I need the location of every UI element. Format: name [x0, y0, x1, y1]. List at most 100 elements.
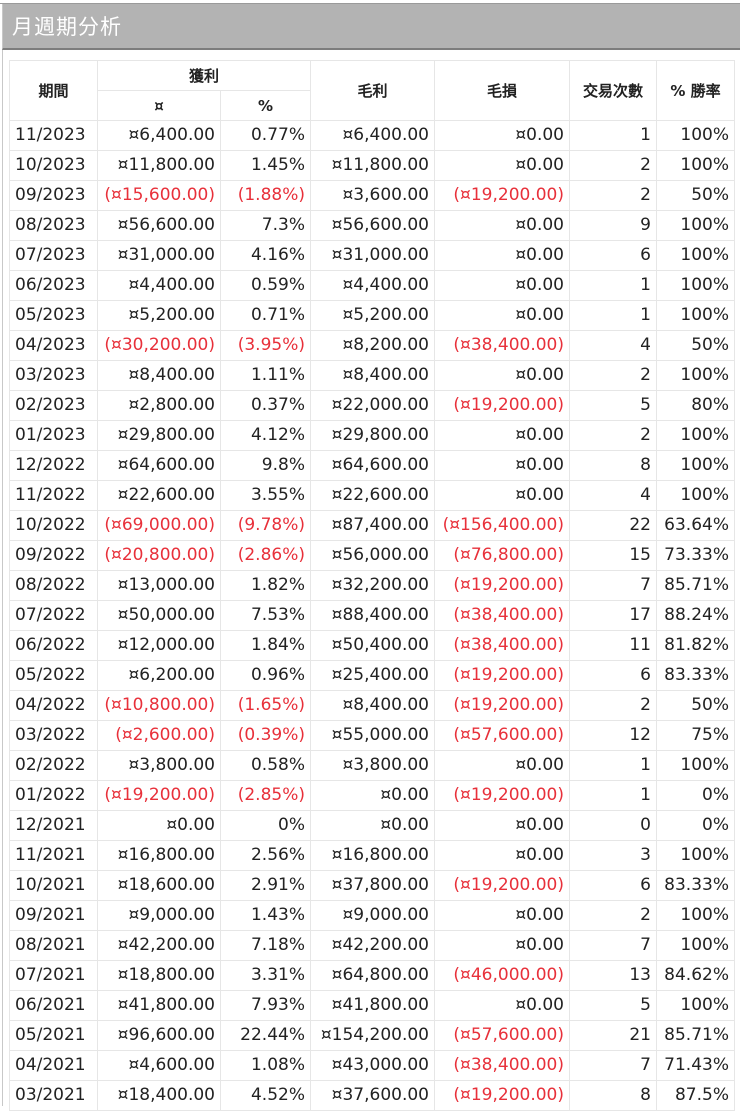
win-rate-cell: 100%	[656, 900, 735, 931]
period-cell: 09/2023	[9, 180, 98, 211]
table-row[interactable]: 02/2022 ¤3,800.00 0.58% ¤3,800.00 ¤0.00 1 100%	[9, 750, 735, 781]
table-row[interactable]: 06/2022 ¤12,000.00 1.84% ¤50,400.00 (¤38,400…	[9, 630, 735, 661]
gross-loss-cell: (¤57,600.00)	[434, 1020, 570, 1051]
trades-cell: 4	[569, 330, 657, 361]
table-row[interactable]: 07/2023 ¤31,000.00 4.16% ¤31,000.00 ¤0.00 6 10…	[9, 240, 735, 271]
table-row[interactable]: 03/2021 ¤18,400.00 4.52% ¤37,600.00 (¤19,200…	[9, 1080, 735, 1111]
table-row[interactable]: 11/2022 ¤22,600.00 3.55% ¤22,600.00 ¤0.00 4 10…	[9, 480, 735, 511]
header-trades[interactable]: 交易次數	[569, 60, 657, 121]
table-row[interactable]: 07/2022 ¤50,000.00 7.53% ¤88,400.00 (¤38,400…	[9, 600, 735, 631]
profit-cell: ¤6,400.00	[97, 120, 221, 151]
table-row[interactable]: 04/2023 (¤30,200.00) (3.95%) ¤8,200.00 (¤38,…	[9, 330, 735, 361]
gross-profit-cell: ¤41,800.00	[310, 990, 435, 1021]
profit-cell: ¤22,600.00	[97, 480, 221, 511]
gross-profit-cell: ¤5,200.00	[310, 300, 435, 331]
win-rate-cell: 100%	[656, 480, 735, 511]
period-cell: 10/2021	[9, 870, 98, 901]
trades-cell: 8	[569, 450, 657, 481]
period-cell: 11/2023	[9, 120, 98, 151]
gross-profit-cell: ¤87,400.00	[310, 510, 435, 541]
table-row[interactable]: 01/2022 (¤19,200.00) (2.85%) ¤0.00 (¤19,200.…	[9, 780, 735, 811]
profit-cell: ¤13,000.00	[97, 570, 221, 601]
win-rate-cell: 85.71%	[656, 1020, 735, 1051]
profit-cell: ¤31,000.00	[97, 240, 221, 271]
header-profit-percent[interactable]: %	[220, 90, 311, 121]
gross-profit-cell: ¤50,400.00	[310, 630, 435, 661]
table-row[interactable]: 07/2021 ¤18,800.00 3.31% ¤64,800.00 (¤46,000…	[9, 960, 735, 991]
table-row[interactable]: 02/2023 ¤2,800.00 0.37% ¤22,000.00 (¤19,200.…	[9, 390, 735, 421]
gross-profit-cell: ¤22,600.00	[310, 480, 435, 511]
table-row[interactable]: 03/2022 (¤2,600.00) (0.39%) ¤55,000.00 (¤57,…	[9, 720, 735, 751]
profit-cell: ¤16,800.00	[97, 840, 221, 871]
gross-loss-cell: (¤57,600.00)	[434, 720, 570, 751]
trades-cell: 0	[569, 810, 657, 841]
period-cell: 04/2022	[9, 690, 98, 721]
header-gross-profit[interactable]: 毛利	[310, 60, 435, 121]
period-cell: 06/2023	[9, 270, 98, 301]
gross-loss-cell: ¤0.00	[434, 150, 570, 181]
profit-percent-cell: 2.56%	[220, 840, 311, 871]
table-row[interactable]: 05/2021 ¤96,600.00 22.44% ¤154,200.00 (¤57,6…	[9, 1020, 735, 1051]
trades-cell: 2	[569, 180, 657, 211]
gross-loss-cell: (¤19,200.00)	[434, 1080, 570, 1111]
profit-cell: ¤18,400.00	[97, 1080, 221, 1111]
table-row[interactable]: 04/2022 (¤10,800.00) (1.65%) ¤8,400.00 (¤19,…	[9, 690, 735, 721]
gross-profit-cell: ¤22,000.00	[310, 390, 435, 421]
trades-cell: 6	[569, 870, 657, 901]
header-period[interactable]: 期間	[9, 60, 98, 121]
profit-cell: ¤18,600.00	[97, 870, 221, 901]
win-rate-cell: 100%	[656, 270, 735, 301]
trades-cell: 13	[569, 960, 657, 991]
table-row[interactable]: 08/2021 ¤42,200.00 7.18% ¤42,200.00 ¤0.00 7 10…	[9, 930, 735, 961]
profit-cell: ¤9,000.00	[97, 900, 221, 931]
table-row[interactable]: 08/2022 ¤13,000.00 1.82% ¤32,200.00 (¤19,200…	[9, 570, 735, 601]
table-row[interactable]: 10/2023 ¤11,800.00 1.45% ¤11,800.00 ¤0.00 2 10…	[9, 150, 735, 181]
table-row[interactable]: 03/2023 ¤8,400.00 1.11% ¤8,400.00 ¤0.00 2 100%	[9, 360, 735, 391]
table-row[interactable]: 11/2021 ¤16,800.00 2.56% ¤16,800.00 ¤0.00 3 10…	[9, 840, 735, 871]
header-win-rate[interactable]: % 勝率	[656, 60, 735, 121]
win-rate-cell: 88.24%	[656, 600, 735, 631]
win-rate-cell: 100%	[656, 120, 735, 151]
profit-cell: (¤15,600.00)	[97, 180, 221, 211]
gross-loss-cell: (¤38,400.00)	[434, 630, 570, 661]
gross-loss-cell: (¤38,400.00)	[434, 600, 570, 631]
gross-loss-cell: (¤38,400.00)	[434, 1050, 570, 1081]
profit-percent-cell: 3.31%	[220, 960, 311, 991]
table-row[interactable]: 08/2023 ¤56,600.00 7.3% ¤56,600.00 ¤0.00 9 100…	[9, 210, 735, 241]
win-rate-cell: 100%	[656, 300, 735, 331]
profit-cell: ¤4,600.00	[97, 1050, 221, 1081]
table-row[interactable]: 06/2023 ¤4,400.00 0.59% ¤4,400.00 ¤0.00 1 100%	[9, 270, 735, 301]
table-row[interactable]: 12/2022 ¤64,600.00 9.8% ¤64,600.00 ¤0.00 8 100…	[9, 450, 735, 481]
table-row[interactable]: 09/2021 ¤9,000.00 1.43% ¤9,000.00 ¤0.00 2 100%	[9, 900, 735, 931]
header-gross-loss[interactable]: 毛損	[434, 60, 570, 121]
table-row[interactable]: 10/2021 ¤18,600.00 2.91% ¤37,800.00 (¤19,200…	[9, 870, 735, 901]
table-row[interactable]: 09/2022 (¤20,800.00) (2.86%) ¤56,000.00 (¤76…	[9, 540, 735, 571]
table-row[interactable]: 05/2022 ¤6,200.00 0.96% ¤25,400.00 (¤19,200.…	[9, 660, 735, 691]
table-row[interactable]: 06/2021 ¤41,800.00 7.93% ¤41,800.00 ¤0.00 5 10…	[9, 990, 735, 1021]
profit-cell: ¤11,800.00	[97, 150, 221, 181]
gross-loss-cell: ¤0.00	[434, 450, 570, 481]
profit-cell: (¤30,200.00)	[97, 330, 221, 361]
gross-profit-cell: ¤8,400.00	[310, 690, 435, 721]
table-row[interactable]: 11/2023 ¤6,400.00 0.77% ¤6,400.00 ¤0.00 1 100%	[9, 120, 735, 151]
header-profit-currency[interactable]: ¤	[97, 90, 221, 121]
gross-profit-cell: ¤6,400.00	[310, 120, 435, 151]
gross-loss-cell: (¤19,200.00)	[434, 570, 570, 601]
period-cell: 02/2022	[9, 750, 98, 781]
profit-cell: (¤10,800.00)	[97, 690, 221, 721]
gross-loss-cell: (¤76,800.00)	[434, 540, 570, 571]
win-rate-cell: 50%	[656, 330, 735, 361]
gross-loss-cell: ¤0.00	[434, 990, 570, 1021]
profit-cell: ¤2,800.00	[97, 390, 221, 421]
gross-loss-cell: (¤19,200.00)	[434, 780, 570, 811]
table-row[interactable]: 12/2021 ¤0.00 0% ¤0.00 ¤0.00 0 0%	[9, 810, 735, 841]
header-profit[interactable]: 獲利	[97, 60, 311, 91]
table-row[interactable]: 04/2021 ¤4,600.00 1.08% ¤43,000.00 (¤38,400.…	[9, 1050, 735, 1081]
profit-percent-cell: 1.84%	[220, 630, 311, 661]
profit-cell: ¤5,200.00	[97, 300, 221, 331]
table-row[interactable]: 10/2022 (¤69,000.00) (9.78%) ¤87,400.00 (¤15…	[9, 510, 735, 541]
table-row[interactable]: 05/2023 ¤5,200.00 0.71% ¤5,200.00 ¤0.00 1 100%	[9, 300, 735, 331]
table-row[interactable]: 09/2023 (¤15,600.00) (1.88%) ¤3,600.00 (¤19,…	[9, 180, 735, 211]
table-row[interactable]: 01/2023 ¤29,800.00 4.12% ¤29,800.00 ¤0.00 2 10…	[9, 420, 735, 451]
win-rate-cell: 80%	[656, 390, 735, 421]
